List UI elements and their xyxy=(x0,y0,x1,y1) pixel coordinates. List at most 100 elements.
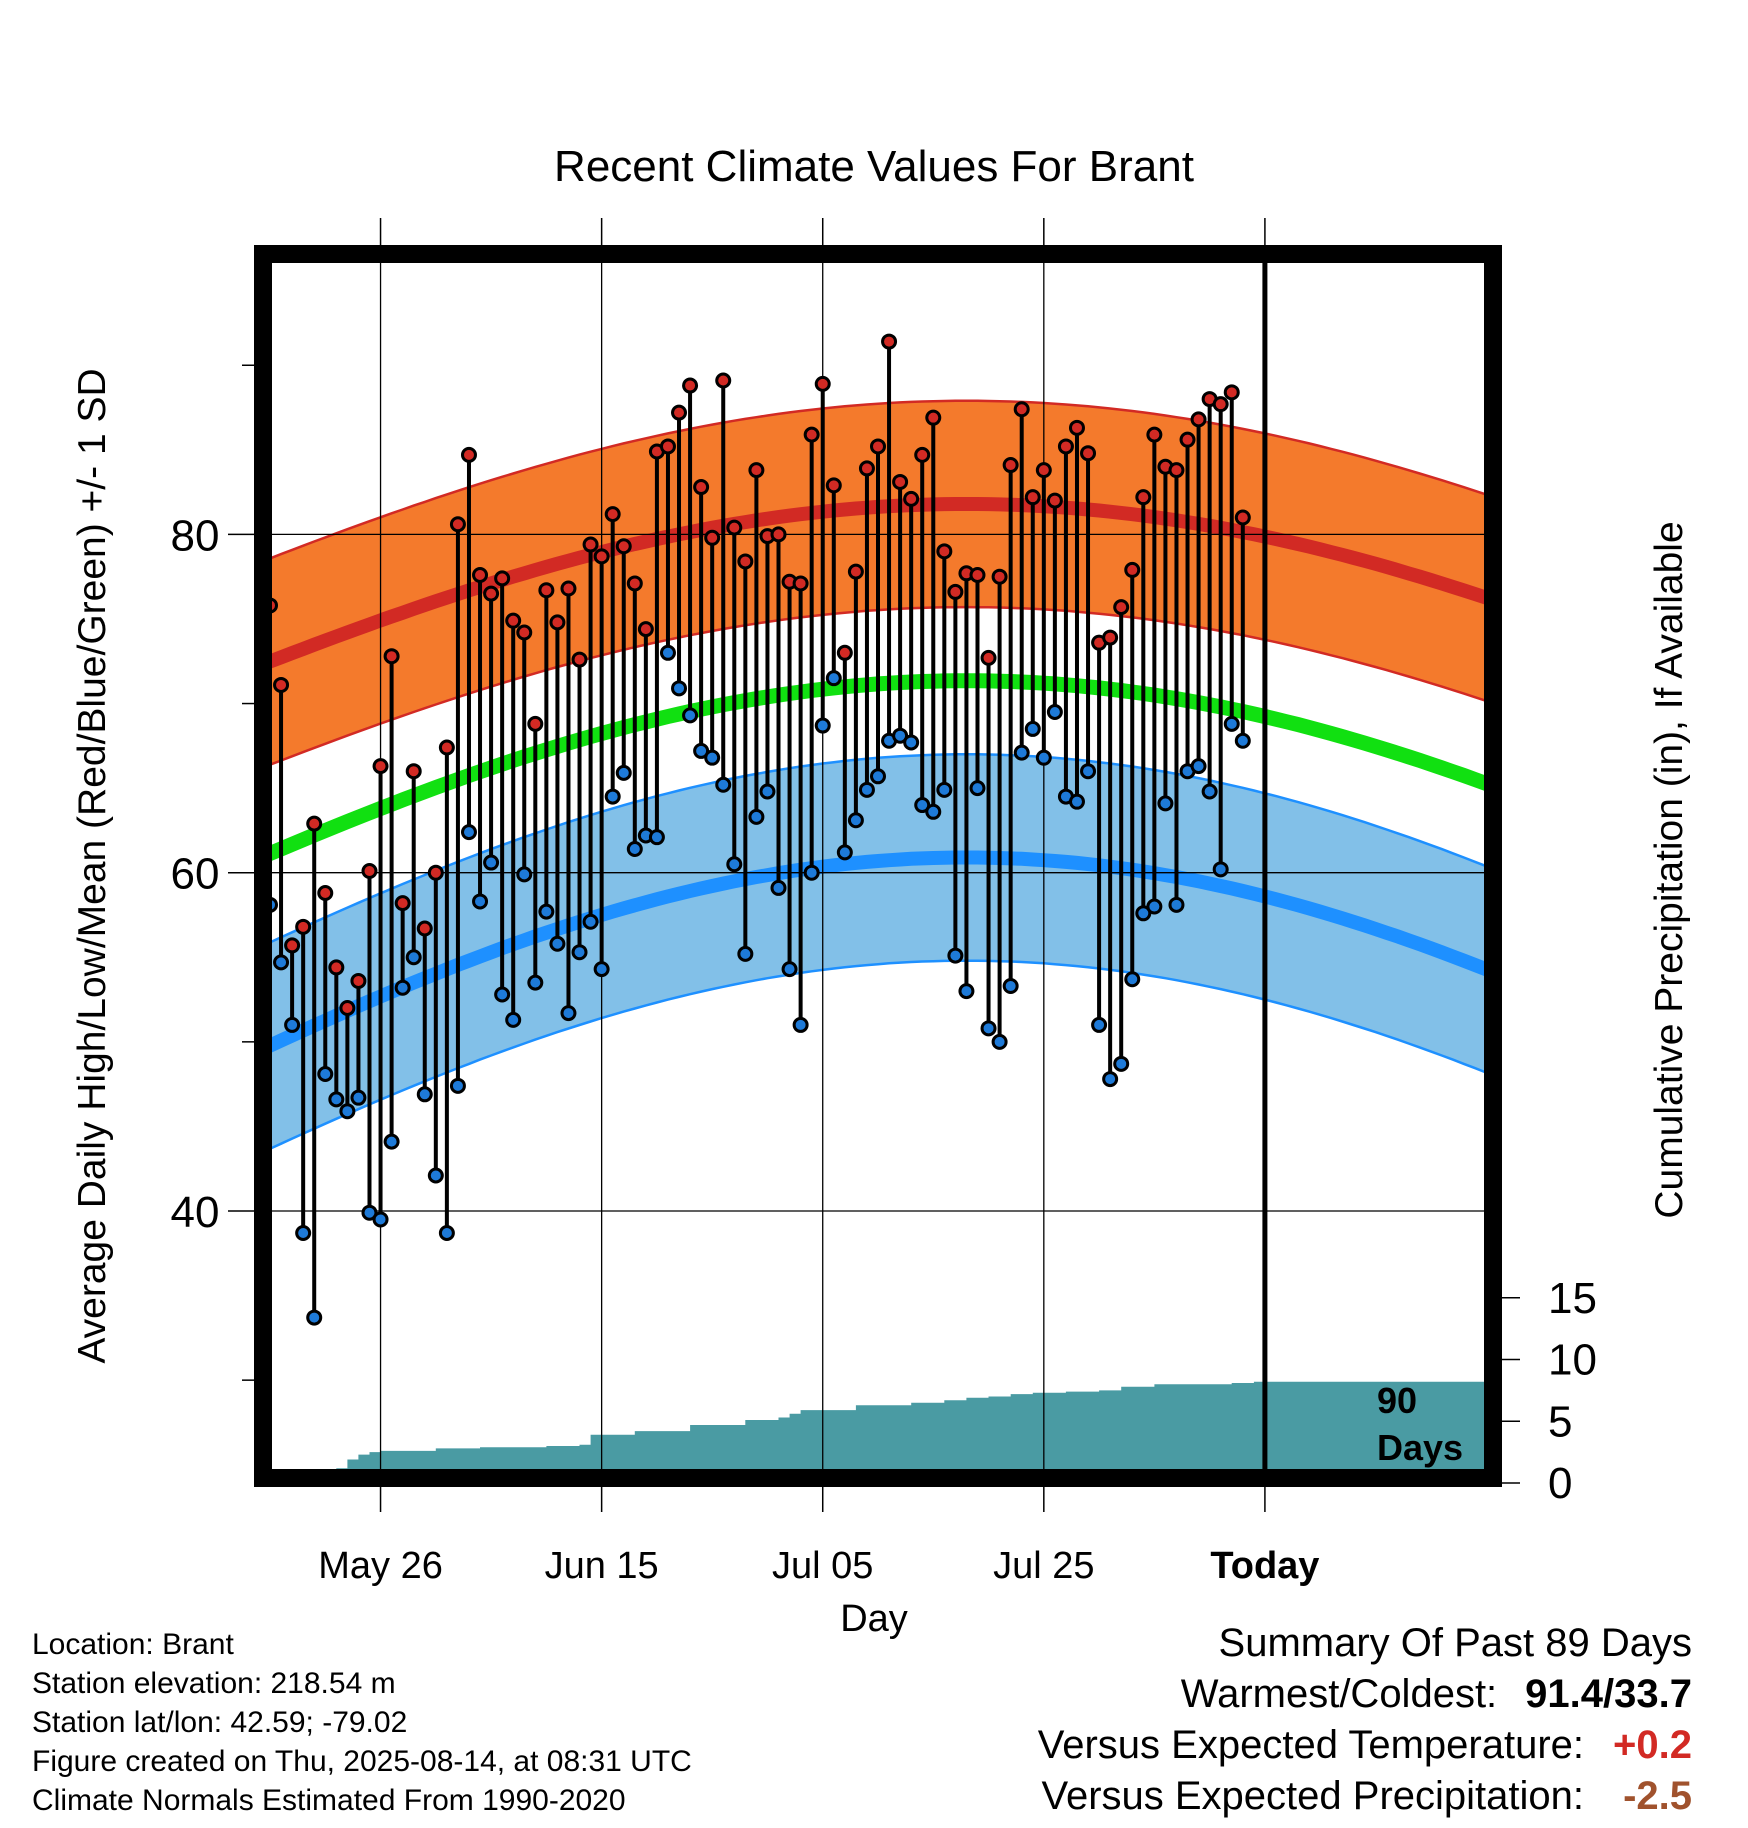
high-point-22 xyxy=(1013,401,1030,418)
high-point-66 xyxy=(527,715,544,732)
high-point-17 xyxy=(1068,419,1085,436)
high-point-12 xyxy=(1124,561,1141,578)
y2-tick-label-15: 15 xyxy=(1548,1274,1597,1323)
high-point-23 xyxy=(1002,457,1019,474)
high-point-73 xyxy=(449,516,466,533)
high-point-6 xyxy=(1190,411,1207,428)
high-point-83 xyxy=(339,1000,356,1017)
low-point-40 xyxy=(814,717,831,734)
high-point-72 xyxy=(460,446,477,463)
low-point-16 xyxy=(1080,763,1097,780)
high-point-2 xyxy=(1234,509,1251,526)
low-point-68 xyxy=(505,1011,522,1028)
high-point-79 xyxy=(383,648,400,665)
high-point-34 xyxy=(881,333,898,350)
high-point-48 xyxy=(726,519,743,536)
low-point-15 xyxy=(1091,1016,1108,1033)
low-point-13 xyxy=(1113,1055,1130,1072)
temp-anomaly-label: Versus Expected Temperature: xyxy=(1037,1723,1584,1767)
high-point-51 xyxy=(693,479,710,496)
low-point-87 xyxy=(295,1224,312,1241)
low-point-14 xyxy=(1102,1071,1119,1088)
high-point-62 xyxy=(571,651,588,668)
high-point-58 xyxy=(615,538,632,555)
high-point-67 xyxy=(516,624,533,641)
summary-temp-row: Versus Expected Temperature: +0.2 xyxy=(1038,1720,1692,1771)
low-point-59 xyxy=(604,788,621,805)
high-point-3 xyxy=(1223,384,1240,401)
high-point-88 xyxy=(284,937,301,954)
x-axis-label: Day xyxy=(840,1598,908,1640)
high-point-78 xyxy=(394,895,411,912)
high-point-25 xyxy=(980,649,997,666)
days-marker-label-1: 90 xyxy=(1377,1380,1417,1421)
axes: 40 60 80 0 5 10 15 May 26 Jun 15 Jul 05 Jul 25 Toda… xyxy=(171,218,1597,1587)
high-point-4 xyxy=(1212,396,1229,413)
low-point-43 xyxy=(781,961,798,978)
created-text: Figure created on Thu, 2025-08-14, at 08… xyxy=(32,1745,692,1778)
low-point-1 xyxy=(1247,0,1260,7)
low-point-6 xyxy=(1190,758,1207,775)
x-tick-label-3: Jul 05 xyxy=(772,1545,873,1587)
low-point-17 xyxy=(1068,793,1085,810)
high-point-82 xyxy=(350,972,367,989)
high-point-86 xyxy=(306,815,323,832)
high-point-40 xyxy=(814,375,831,392)
x-tick-label-2: Jun 15 xyxy=(545,1545,659,1587)
low-point-65 xyxy=(538,903,555,920)
y2-tick-label-10: 10 xyxy=(1548,1336,1597,1385)
low-point-3 xyxy=(1223,715,1240,732)
high-point-49 xyxy=(715,372,732,389)
low-point-71 xyxy=(472,893,489,910)
station-info: Location: Brant Station elevation: 218.5… xyxy=(32,1625,692,1820)
high-point-1 xyxy=(1247,0,1260,7)
low-point-19 xyxy=(1046,704,1063,721)
low-point-47 xyxy=(737,945,754,962)
x-tick-label-1: May 26 xyxy=(318,1545,443,1587)
summary-panel: Summary Of Past 89 Days Warmest/Coldest:… xyxy=(1038,1618,1692,1822)
high-point-47 xyxy=(737,553,754,570)
low-point-24 xyxy=(991,1033,1008,1050)
high-point-57 xyxy=(626,575,643,592)
high-point-59 xyxy=(604,506,621,523)
low-point-38 xyxy=(836,844,853,861)
low-point-50 xyxy=(704,749,721,766)
low-point-21 xyxy=(1024,720,1041,737)
high-point-24 xyxy=(991,568,1008,585)
summary-precip-row: Versus Expected Precipitation: -2.5 xyxy=(1038,1771,1692,1822)
high-point-8 xyxy=(1168,462,1185,479)
high-point-13 xyxy=(1113,599,1130,616)
plot-area xyxy=(263,0,1493,1478)
low-point-8 xyxy=(1168,896,1185,913)
high-point-33 xyxy=(892,473,909,490)
high-point-42 xyxy=(792,575,809,592)
x-tick-label-4: Jul 25 xyxy=(993,1545,1094,1587)
climate-chart: Recent Climate Values For Brant 40 60 80 0 5… xyxy=(71,0,1691,1640)
high-point-52 xyxy=(682,377,699,394)
low-point-67 xyxy=(516,866,533,883)
low-point-30 xyxy=(925,803,942,820)
low-point-53 xyxy=(671,680,688,697)
low-point-55 xyxy=(648,829,665,846)
precip-anomaly-label: Versus Expected Precipitation: xyxy=(1041,1774,1584,1818)
low-point-86 xyxy=(306,1309,323,1326)
low-point-77 xyxy=(405,949,422,966)
low-point-33 xyxy=(892,727,909,744)
low-point-37 xyxy=(847,812,864,829)
high-point-29 xyxy=(936,543,953,560)
high-point-19 xyxy=(1046,492,1063,509)
low-point-69 xyxy=(494,986,511,1003)
low-point-41 xyxy=(803,864,820,881)
low-point-70 xyxy=(483,854,500,871)
low-point-5 xyxy=(1201,783,1218,800)
low-point-28 xyxy=(947,947,964,964)
normals-text: Climate Normals Estimated From 1990-2020 xyxy=(32,1784,626,1817)
high-point-28 xyxy=(947,583,964,600)
high-point-16 xyxy=(1080,445,1097,462)
low-point-60 xyxy=(593,961,610,978)
low-point-9 xyxy=(1157,795,1174,812)
low-point-12 xyxy=(1124,971,1141,988)
high-point-54 xyxy=(659,438,676,455)
low-point-31 xyxy=(914,797,931,814)
low-point-36 xyxy=(858,781,875,798)
